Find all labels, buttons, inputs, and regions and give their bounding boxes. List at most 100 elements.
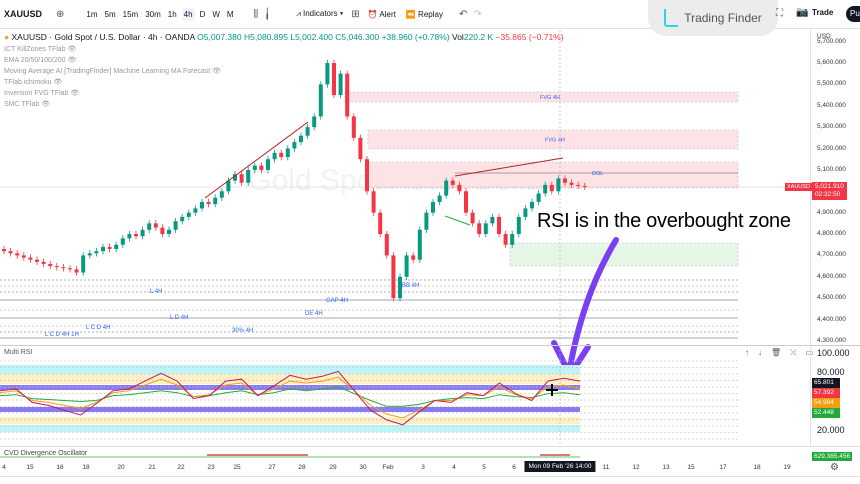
indicators-button[interactable]: ⩘ Indicators ▾ (296, 9, 344, 18)
publish-button[interactable]: Pu (846, 6, 860, 22)
vol-change: −35.865 (−0.71%) (495, 32, 564, 42)
pane-divider[interactable] (0, 345, 860, 346)
timeframe-M[interactable]: M (226, 9, 234, 19)
indicator-row[interactable]: ICT KillZones TFlab 👁 (4, 45, 564, 53)
symbol-title: XAUUSD · Gold Spot / U.S. Dollar · 4h · … (11, 32, 195, 42)
bar-style-icon[interactable]: ⫼ (253, 8, 259, 20)
undo-icon[interactable]: ↶ (458, 8, 468, 20)
price-tick: 4,500.000 (817, 294, 846, 302)
delete-icon[interactable]: 🗑 (771, 348, 782, 357)
rsi-band (0, 417, 580, 424)
eye-icon[interactable]: 👁 (51, 79, 63, 86)
move-down-icon[interactable]: ↓ (758, 348, 762, 357)
candle (8, 251, 13, 254)
candle (378, 212, 383, 235)
candle (74, 269, 79, 273)
time-tick: 6 (512, 464, 516, 471)
time-tick: 5 (482, 464, 486, 471)
collapse-icon[interactable]: ⤫ (790, 348, 797, 357)
timeframe-1m[interactable]: 1m (86, 9, 98, 19)
timeframe-30m[interactable]: 30m (145, 9, 161, 19)
compare-icon[interactable]: ⊕ (56, 8, 65, 20)
templates-icon[interactable]: ⊞ (351, 8, 360, 20)
price-tick: 4,300.000 (817, 336, 846, 344)
symbol-search[interactable]: XAUUSD (4, 9, 43, 19)
zone-box (367, 129, 739, 150)
time-tick: 11 (602, 464, 610, 471)
eye-icon[interactable]: 👁 (68, 90, 80, 97)
candle (345, 73, 350, 117)
alert-button[interactable]: ⏰ Alert (367, 9, 396, 19)
trade-button[interactable]: Trade (812, 8, 834, 17)
maximize-icon[interactable]: ▭ (805, 348, 814, 357)
time-tick: 21 (148, 464, 156, 471)
indicator-row[interactable]: TFlab ichimoku 👁 (4, 78, 564, 86)
indicator-row[interactable]: Inversion FVG TFlab 👁 (4, 89, 564, 97)
candle (87, 253, 92, 256)
candle (186, 212, 191, 217)
move-up-icon[interactable]: ↑ (745, 348, 749, 357)
candle (437, 195, 442, 202)
timeframe-D[interactable]: D (199, 9, 206, 19)
eye-icon[interactable]: 👁 (39, 101, 51, 108)
crosshair-cursor-icon (546, 384, 558, 396)
rsi-axis: 100.000 80.000 20.000 (810, 346, 860, 446)
time-tick: 20 (117, 464, 125, 471)
indicator-row[interactable]: Moving Average AI [TradingFinder] Machin… (4, 67, 564, 75)
settings-gear-icon[interactable]: ⚙ (830, 462, 839, 473)
fullscreen-icon[interactable]: ⛶ (776, 8, 783, 19)
timeframe-5m[interactable]: 5m (104, 9, 116, 19)
countdown: 02:32:50 (815, 191, 841, 198)
candle (81, 255, 86, 273)
trend-line (204, 121, 309, 199)
eye-icon[interactable]: 👁 (65, 57, 77, 64)
candle (411, 255, 416, 260)
time-tick: 3 (421, 464, 425, 471)
rsi-line-green (0, 386, 581, 407)
legend-header: ● XAUUSD · Gold Spot / U.S. Dollar · 4h … (4, 32, 564, 42)
cvd-pane[interactable] (0, 447, 810, 461)
replay-button[interactable]: ⏪ Replay (405, 9, 443, 19)
indicator-name: EMA 20/50/100/200 (4, 57, 66, 64)
camera-icon[interactable]: 📷 (796, 7, 809, 18)
candle (305, 127, 310, 136)
time-tick: 16 (56, 464, 64, 471)
timeframe-W[interactable]: W (212, 9, 220, 19)
zone-label: DE 4H (305, 311, 323, 317)
timeframe-1h[interactable]: 1h (167, 9, 177, 19)
time-axis[interactable]: 4 15 16 18 20 21 22 23 25 27 28 29 30 Feb 3 4 5 6 11 12 13 15… (0, 461, 810, 475)
indicators-label: Indicators (302, 9, 338, 18)
symbol-price-tag: XAUUSD (785, 183, 812, 191)
trend-line (444, 215, 471, 226)
currency-label[interactable]: USD (817, 33, 831, 40)
price-tick: 5,300.000 (817, 123, 846, 131)
candle (398, 276, 402, 299)
high-value: H5,080.895 (243, 32, 288, 42)
rsi-pane[interactable] (0, 346, 810, 446)
candle (21, 255, 26, 258)
candle (272, 152, 277, 160)
price-tick: 4,600.000 (817, 272, 846, 280)
indicator-name: TFlab ichimoku (4, 79, 52, 86)
redo-icon[interactable]: ↷ (473, 8, 482, 20)
close-value: C5,046.300 (335, 32, 380, 42)
vol-label: Vol (452, 32, 464, 42)
timeframe-15m[interactable]: 15m (122, 9, 139, 19)
candle (503, 234, 508, 245)
indicator-row[interactable]: SMC TFlab 👁 (4, 100, 564, 108)
price-tick: 5,200.000 (817, 144, 846, 152)
candle (28, 257, 33, 260)
eye-icon[interactable]: 👁 (210, 68, 222, 75)
indicator-row[interactable]: EMA 20/50/100/200 👁 (4, 56, 564, 64)
eye-icon[interactable]: 👁 (65, 46, 77, 53)
candle (444, 180, 449, 196)
zone-label: GAP 4H (326, 298, 348, 304)
candle (41, 261, 46, 264)
time-tick: 12 (632, 464, 640, 471)
candle (15, 253, 20, 256)
candle (576, 184, 581, 186)
candle (180, 216, 185, 222)
chart-type-icon[interactable]: ╽ (264, 8, 271, 20)
timeframe-4h[interactable]: 4h (181, 7, 195, 21)
